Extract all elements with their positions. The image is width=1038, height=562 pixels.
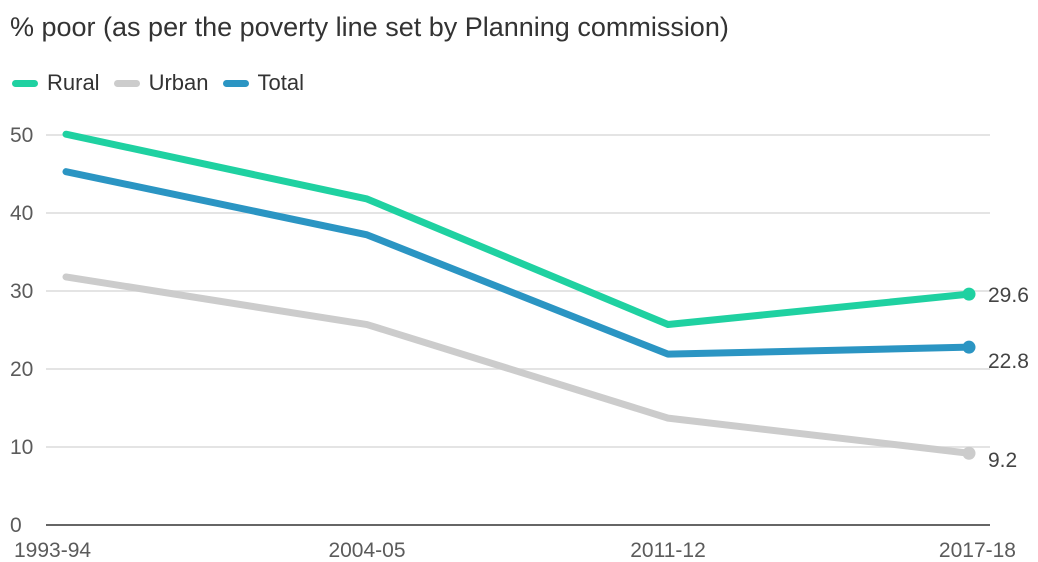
x-tick-label-2011-12: 2011-12 <box>630 539 706 562</box>
end-label-total: 22.8 <box>988 350 1029 373</box>
legend-label-urban: Urban <box>148 70 209 95</box>
end-point-urban <box>962 446 976 460</box>
axes: 0 10 20 30 40 50 1993-94 2004-05 2011-12 2017-18 <box>10 124 1016 562</box>
chart-title: % poor (as per the poverty line set by P… <box>10 12 729 42</box>
y-tick-label-10: 10 <box>10 436 33 459</box>
legend-swatch-urban <box>113 79 140 87</box>
legend-swatch-total <box>222 79 249 87</box>
legend-item-urban: Urban <box>113 70 209 96</box>
legend-label-rural: Rural <box>47 70 100 95</box>
x-tick-label-2017-18: 2017-18 <box>939 539 1016 562</box>
y-tick-label-0: 0 <box>10 514 22 537</box>
y-tick-label-50: 50 <box>10 124 33 147</box>
legend-label-total: Total <box>257 70 304 95</box>
x-tick-label-1993-94: 1993-94 <box>14 539 91 562</box>
y-tick-label-40: 40 <box>10 202 33 225</box>
x-tick-label-2004-05: 2004-05 <box>328 539 405 562</box>
legend-item-total: Total <box>222 70 304 96</box>
end-label-urban: 9.2 <box>988 449 1017 472</box>
series-line-urban <box>62 273 973 457</box>
legend-swatch-rural <box>12 79 38 87</box>
end-label-rural: 29.6 <box>988 284 1029 307</box>
legend-item-rural: Rural <box>12 70 100 96</box>
end-point-total <box>962 340 976 354</box>
series-lines <box>62 130 976 460</box>
end-point-rural <box>962 287 976 301</box>
data-labels: 29.6 9.2 22.8 <box>988 284 1029 472</box>
y-tick-label-30: 30 <box>10 280 33 303</box>
y-tick-label-20: 20 <box>10 358 33 381</box>
series-line-total <box>62 168 973 358</box>
legend: Rural Urban Total <box>12 70 318 96</box>
series-line-rural <box>62 130 973 329</box>
